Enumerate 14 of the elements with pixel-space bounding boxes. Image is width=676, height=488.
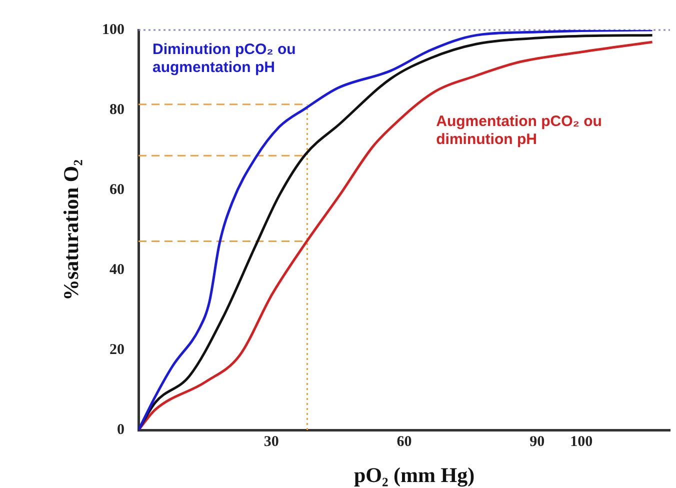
text: Diminution pCO₂ ou augmentation pH bbox=[152, 41, 296, 76]
y-tick-label: 0 bbox=[117, 422, 124, 438]
y-tick-label: 60 bbox=[110, 182, 124, 198]
x-tick-label: 100 bbox=[570, 434, 593, 450]
y-tick-label: 20 bbox=[110, 342, 124, 358]
y-tick-label: 80 bbox=[110, 102, 124, 118]
x-tick-label: 30 bbox=[264, 434, 279, 450]
x-tick-label: 90 bbox=[530, 434, 545, 450]
x-axis-title: pO₂ (mm Hg) bbox=[354, 463, 475, 487]
y-tick-label: 40 bbox=[110, 262, 124, 278]
y-axis-title: %saturation O₂ bbox=[59, 159, 83, 301]
x-tick-label: 60 bbox=[396, 434, 412, 450]
series-label: Augmentation pCO₂ ou diminution pH bbox=[436, 113, 602, 148]
y-tick-label: 100 bbox=[102, 22, 124, 38]
